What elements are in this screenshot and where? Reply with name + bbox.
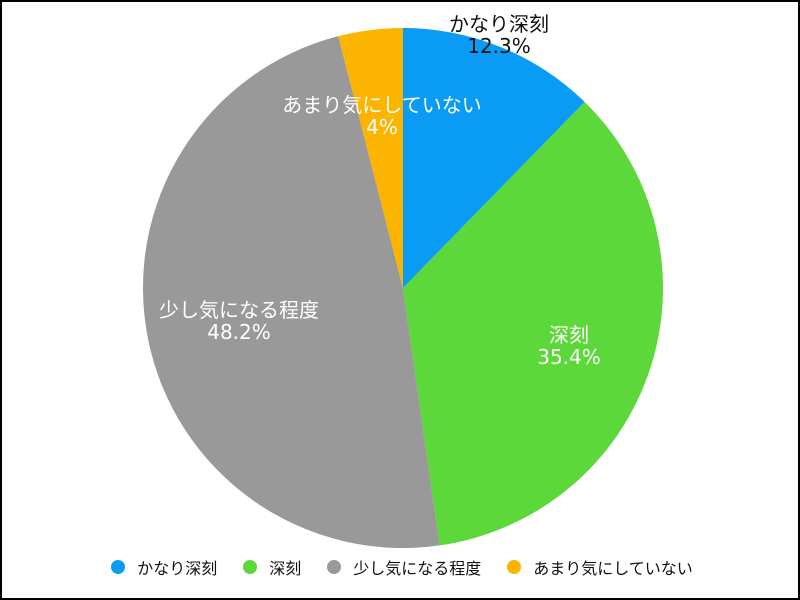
legend-item-0: かなり深刻	[111, 555, 217, 579]
pie-slice-0	[403, 28, 585, 288]
pie-slices	[142, 27, 663, 549]
legend-item-3: あまり気にしていない	[507, 555, 693, 579]
slice-label-0: かなり深刻	[449, 12, 549, 36]
pie-slice-2	[142, 36, 440, 549]
slice-value-2: 48.2%	[207, 320, 271, 344]
slice-value-0: 12.3%	[467, 34, 531, 58]
slice-label-2: 少し気になる程度	[159, 298, 319, 322]
slice-label-3: あまり気にしていない	[282, 93, 481, 117]
legend: かなり深刻 深刻 少し気になる程度 あまり気にしていない	[2, 555, 800, 579]
legend-swatch-3	[507, 560, 522, 574]
legend-swatch-1	[243, 560, 258, 574]
legend-label-2: 少し気になる程度	[353, 559, 482, 578]
slice-value-3: 4%	[366, 115, 398, 139]
slice-value-1: 35.4%	[537, 345, 601, 369]
legend-swatch-2	[327, 560, 342, 574]
slice-label-1: 深刻	[549, 323, 589, 347]
pie-slice-3	[338, 27, 403, 288]
legend-label-3: あまり気にしていない	[533, 559, 693, 578]
legend-item-2: 少し気になる程度	[327, 555, 481, 579]
legend-label-1: 深刻	[269, 559, 302, 578]
legend-item-1: 深刻	[243, 555, 301, 579]
legend-label-0: かなり深刻	[137, 559, 218, 578]
legend-swatch-0	[111, 560, 126, 574]
pie-slice-1	[403, 102, 663, 546]
